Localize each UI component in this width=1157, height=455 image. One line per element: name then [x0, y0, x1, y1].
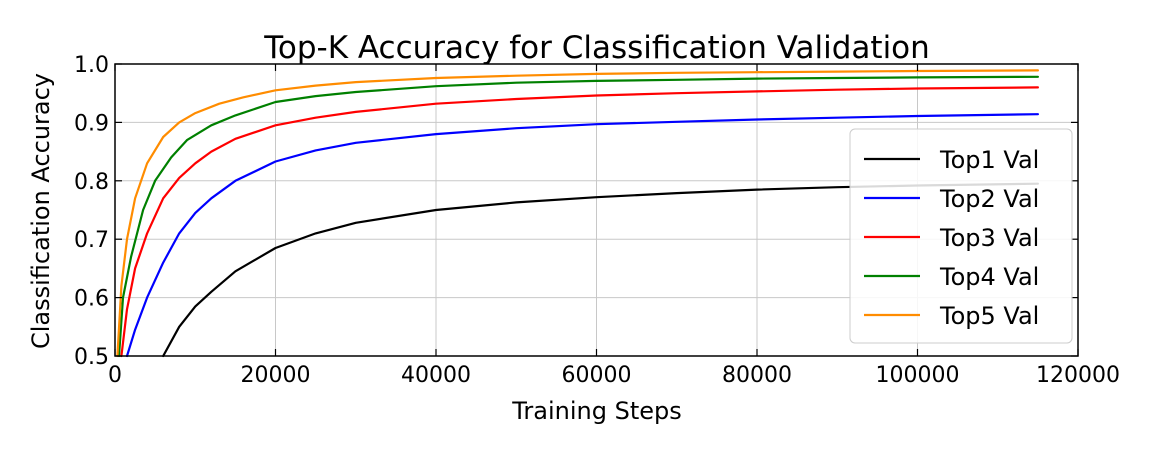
legend-label: Top3 Val [939, 224, 1039, 252]
series-line-top1-val [162, 182, 1039, 358]
x-tick-label: 20000 [241, 363, 311, 388]
axis-ticks: 0 20000 40000 60000 80000 100000 120000 0.5 0.6 0… [74, 53, 1120, 388]
x-tick-label: 0 [108, 363, 122, 388]
y-axis-label: Classification Accuracy [27, 73, 55, 349]
y-tick-label: 0.8 [74, 170, 109, 195]
legend-label: Top4 Val [939, 263, 1039, 291]
series-line-top4-val [117, 75, 1039, 358]
y-tick-label: 0.6 [74, 287, 109, 312]
x-tick-label: 80000 [722, 363, 792, 388]
series-lines [116, 69, 1039, 358]
x-tick-label: 120000 [1036, 363, 1120, 388]
y-tick-label: 0.7 [74, 228, 109, 253]
x-tick-label: 60000 [562, 363, 632, 388]
x-tick-label: 100000 [876, 363, 960, 388]
series-line-top3-val [120, 86, 1039, 358]
legend-label: Top2 Val [939, 185, 1039, 213]
legend-label: Top1 Val [939, 146, 1039, 174]
chart-title: Top-K Accuracy for Classification Valida… [263, 30, 930, 66]
legend-label: Top5 Val [939, 302, 1039, 330]
legend: Top1 Val Top2 Val Top3 Val Top4 Val Top5 Val [849, 128, 1073, 344]
y-tick-label: 0.9 [74, 111, 109, 136]
series-line-top2-val [125, 113, 1039, 358]
x-axis-label: Training Steps [511, 397, 681, 425]
legend-box [849, 128, 1073, 344]
x-tick-label: 40000 [401, 363, 471, 388]
series-line-top5-val [116, 69, 1039, 358]
y-tick-label: 1.0 [74, 53, 109, 78]
y-tick-label: 0.5 [74, 345, 109, 370]
